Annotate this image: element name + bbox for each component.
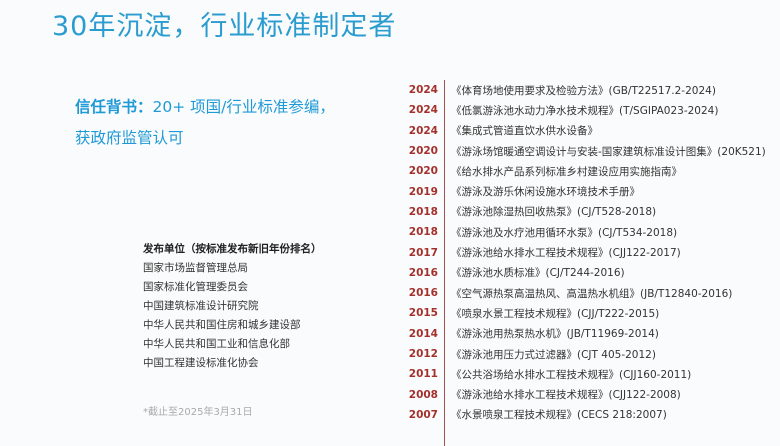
standard-year: 2024 bbox=[408, 104, 438, 117]
standard-row: 2011 《公共浴场给水排水工程技术规程》(CJJ160-2011) bbox=[405, 364, 766, 384]
standard-row: 2018 《游泳池除湿热回收热泵》(CJ/T528-2018) bbox=[405, 202, 766, 222]
standard-title: 《游泳池水质标准》(CJ/T244-2016) bbox=[451, 267, 625, 280]
standard-title: 《低氯游泳池水动力净水技术规程》(T/SGIPA023-2024) bbox=[451, 104, 719, 117]
standard-title: 《喷泉水景工程技术规程》(CJJ/T222-2015) bbox=[451, 307, 660, 320]
standard-title: 《游泳池用压力式过滤器》(CJT 405-2012) bbox=[451, 348, 656, 361]
standard-year: 2016 bbox=[408, 266, 438, 279]
standard-title: 《空气源热泵高温热风、高温热水机组》(JB/T12840-2016) bbox=[451, 287, 733, 300]
footnote: *截止至2025年3月31日 bbox=[143, 407, 253, 418]
standard-year: 2020 bbox=[408, 165, 438, 178]
standard-title: 《水景喷泉工程技术规程》(CECS 218:2007) bbox=[451, 409, 667, 422]
standard-year: 2020 bbox=[408, 145, 438, 158]
standard-row: 2012 《游泳池用压力式过滤器》(CJT 405-2012) bbox=[405, 344, 766, 364]
standard-title: 《游泳池给水排水工程技术规程》(CJJ122-2008) bbox=[451, 389, 681, 402]
publishers-header: 发布单位（按标准发布新旧年份排名） bbox=[143, 243, 322, 255]
timeline-divider bbox=[444, 80, 445, 446]
publisher-item: 中国建筑标准设计研究院 bbox=[143, 300, 259, 312]
trust-statement: 信任背书：20+ 项国/行业标准参编， 获政府监管认可 bbox=[75, 92, 375, 154]
publisher-item: 国家市场监督管理总局 bbox=[143, 262, 248, 274]
publisher-item: 中华人民共和国工业和信息化部 bbox=[143, 338, 290, 350]
standard-row: 2024 《低氯游泳池水动力净水技术规程》(T/SGIPA023-2024) bbox=[405, 100, 766, 120]
page-title: 30年沉淀，行业标准制定者 bbox=[52, 11, 397, 42]
standard-row: 2017 《游泳池给水排水工程技术规程》(CJJ122-2017) bbox=[405, 242, 766, 262]
publisher-item: 中华人民共和国住房和城乡建设部 bbox=[143, 319, 301, 331]
standard-row: 2019 《游泳及游乐休闲设施水环境技术手册》 bbox=[405, 181, 766, 201]
standard-title: 《公共浴场给水排水工程技术规程》(CJJ160-2011) bbox=[451, 368, 692, 381]
standard-year: 2019 bbox=[408, 185, 438, 198]
trust-line2: 获政府监管认可 bbox=[75, 129, 184, 147]
standard-title: 《游泳池除湿热回收热泵》(CJ/T528-2018) bbox=[451, 206, 657, 219]
standard-row: 2024 《体育场地使用要求及检验方法》(GB/T22517.2-2024) bbox=[405, 80, 766, 100]
publishers-list: 发布单位（按标准发布新旧年份排名） 国家市场监督管理总局 国家标准化管理委员会 … bbox=[143, 240, 322, 373]
standard-row: 2007 《水景喷泉工程技术规程》(CECS 218:2007) bbox=[405, 405, 766, 425]
standards-timeline: 2024 《体育场地使用要求及检验方法》(GB/T22517.2-2024) 202… bbox=[405, 80, 766, 425]
standard-title: 《游泳池及水疗池用循环水泵》(CJ/T534-2018) bbox=[451, 226, 678, 239]
standard-year: 2017 bbox=[408, 246, 438, 259]
standard-year: 2018 bbox=[408, 226, 438, 239]
standard-year: 2024 bbox=[408, 84, 438, 97]
standard-row: 2016 《游泳池水质标准》(CJ/T244-2016) bbox=[405, 263, 766, 283]
standard-title: 《游泳场馆暖通空调设计与安装-国家建筑标准设计图集》(20K521) bbox=[451, 145, 766, 158]
standard-title: 《体育场地使用要求及检验方法》(GB/T22517.2-2024) bbox=[451, 84, 716, 97]
trust-label: 信任背书： bbox=[75, 98, 153, 116]
standard-row: 2015 《喷泉水景工程技术规程》(CJJ/T222-2015) bbox=[405, 303, 766, 323]
standard-year: 2014 bbox=[408, 327, 438, 340]
standard-row: 2020 《游泳场馆暖通空调设计与安装-国家建筑标准设计图集》(20K521) bbox=[405, 141, 766, 161]
standard-row: 2016 《空气源热泵高温热风、高温热水机组》(JB/T12840-2016) bbox=[405, 283, 766, 303]
standard-year: 2012 bbox=[408, 348, 438, 360]
standard-year: 2011 bbox=[408, 368, 438, 381]
publisher-item: 国家标准化管理委员会 bbox=[143, 281, 248, 293]
standard-year: 2016 bbox=[408, 287, 438, 300]
standard-title: 《游泳池用热泵热水机》(JB/T11969-2014) bbox=[451, 328, 659, 341]
standard-row: 2018 《游泳池及水疗池用循环水泵》(CJ/T534-2018) bbox=[405, 222, 766, 242]
standard-year: 2015 bbox=[408, 307, 438, 320]
standard-year: 2007 bbox=[408, 408, 438, 421]
standard-row: 2024 《集成式管道直饮水供水设备》 bbox=[405, 121, 766, 141]
standard-row: 2008 《游泳池给水排水工程技术规程》(CJJ122-2008) bbox=[405, 384, 766, 404]
trust-line1: 20+ 项国/行业标准参编， bbox=[152, 98, 335, 116]
standard-title: 《游泳及游乐休闲设施水环境技术手册》 bbox=[451, 186, 640, 199]
standard-title: 《游泳池给水排水工程技术规程》(CJJ122-2017) bbox=[451, 247, 681, 260]
publisher-item: 中国工程建设标准化协会 bbox=[143, 357, 259, 369]
standard-title: 《集成式管道直饮水供水设备》 bbox=[451, 125, 598, 138]
standard-year: 2018 bbox=[408, 205, 438, 218]
standard-title: 《给水排水产品系列标准乡村建设应用实施指南》 bbox=[451, 165, 682, 178]
standard-row: 2014 《游泳池用热泵热水机》(JB/T11969-2014) bbox=[405, 324, 766, 344]
standard-year: 2024 bbox=[408, 124, 438, 137]
standard-row: 2020 《给水排水产品系列标准乡村建设应用实施指南》 bbox=[405, 161, 766, 181]
standard-year: 2008 bbox=[408, 388, 438, 401]
